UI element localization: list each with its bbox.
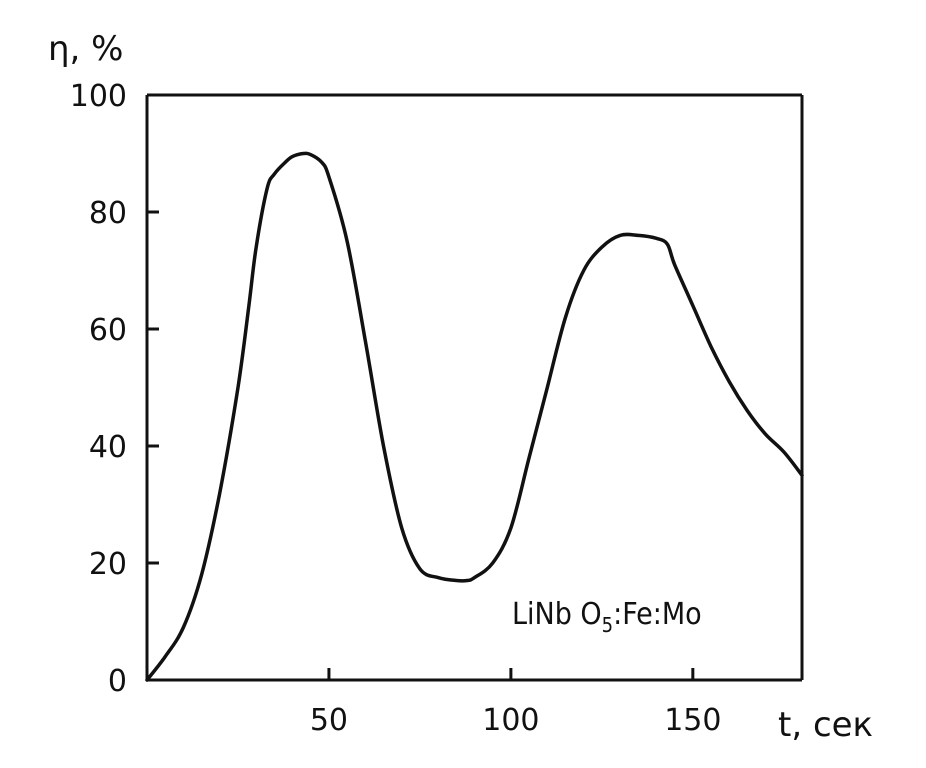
annotation-prefix: LiNb O — [512, 597, 602, 632]
x-tick-label: 50 — [310, 703, 348, 738]
y-tick-label: 20 — [89, 547, 127, 582]
y-tick-label: 0 — [108, 664, 127, 699]
y-tick-label: 40 — [89, 430, 127, 465]
y-tick-label: 80 — [89, 196, 127, 231]
chart-annotation: LiNb O5:Fe:Mo — [512, 597, 702, 637]
x-axis-label: t, сек — [778, 705, 873, 745]
y-tick-label: 60 — [89, 313, 127, 348]
ticks — [147, 93, 695, 682]
y-tick-label: 100 — [70, 79, 127, 114]
y-axis-label: η, % — [48, 29, 123, 69]
plot-frame — [145, 93, 804, 682]
tick-labels: 0 20 40 60 80 100 50 100 150 — [70, 79, 722, 738]
x-tick-label: 100 — [482, 703, 539, 738]
x-tick-label: 150 — [664, 703, 721, 738]
series-line — [145, 151, 804, 682]
annotation-suffix: :Fe:Mo — [613, 597, 702, 632]
annotation-subscript: 5 — [602, 613, 613, 637]
